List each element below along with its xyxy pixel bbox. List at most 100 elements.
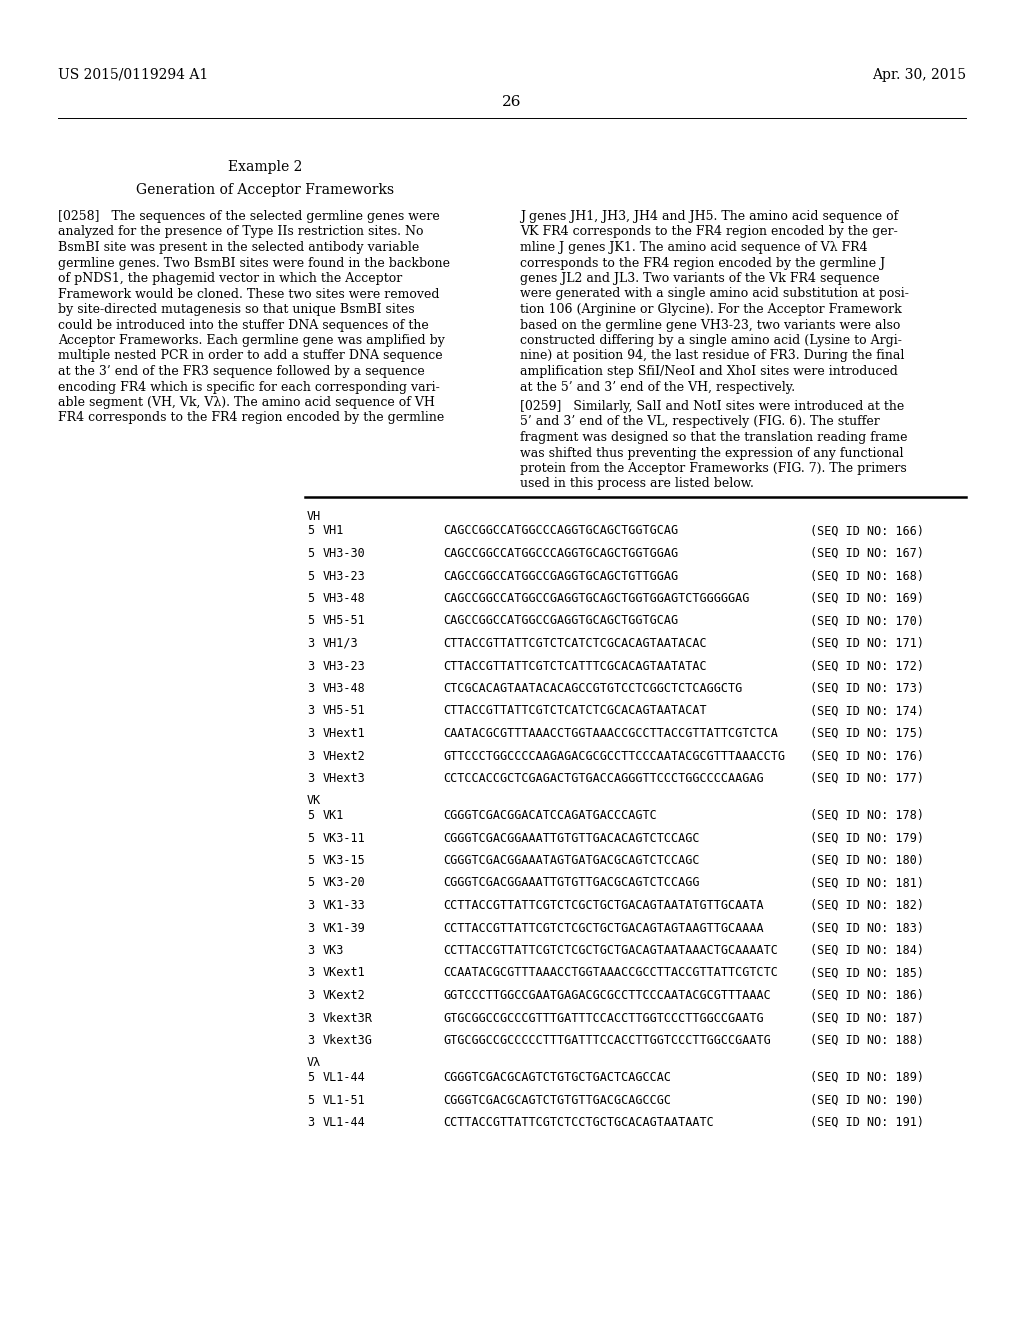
Text: (SEQ ID NO: 177): (SEQ ID NO: 177) bbox=[810, 772, 924, 785]
Text: CTTACCGTTATTCGTCTCATCTCGCACAGTAATACAT: CTTACCGTTATTCGTCTCATCTCGCACAGTAATACAT bbox=[443, 705, 707, 718]
Text: CGGGTCGACGCAGTCTGTGTTGACGCAGCCGC: CGGGTCGACGCAGTCTGTGTTGACGCAGCCGC bbox=[443, 1093, 671, 1106]
Text: VH1: VH1 bbox=[323, 524, 344, 537]
Text: VH3-48: VH3-48 bbox=[323, 682, 366, 696]
Text: VK3: VK3 bbox=[323, 944, 344, 957]
Text: VH3-23: VH3-23 bbox=[323, 660, 366, 672]
Text: VK: VK bbox=[307, 795, 322, 808]
Text: CTCGCACAGTAATACACAGCCGTGTCCTCGGCTCTCAGGCTG: CTCGCACAGTAATACACAGCCGTGTCCTCGGCTCTCAGGC… bbox=[443, 682, 742, 696]
Text: 5: 5 bbox=[307, 546, 314, 560]
Text: (SEQ ID NO: 185): (SEQ ID NO: 185) bbox=[810, 966, 924, 979]
Text: Vkext3R: Vkext3R bbox=[323, 1011, 373, 1024]
Text: 5: 5 bbox=[307, 1071, 314, 1084]
Text: (SEQ ID NO: 187): (SEQ ID NO: 187) bbox=[810, 1011, 924, 1024]
Text: 3: 3 bbox=[307, 1115, 314, 1129]
Text: by site-directed mutagenesis so that unique BsmBI sites: by site-directed mutagenesis so that uni… bbox=[58, 304, 415, 315]
Text: VK3-15: VK3-15 bbox=[323, 854, 366, 867]
Text: amplification step SfiI/NeoI and XhoI sites were introduced: amplification step SfiI/NeoI and XhoI si… bbox=[520, 366, 898, 378]
Text: CCTTACCGTTATTCGTCTCCTGCTGCACAGTAATAATC: CCTTACCGTTATTCGTCTCCTGCTGCACAGTAATAATC bbox=[443, 1115, 714, 1129]
Text: encoding FR4 which is specific for each corresponding vari-: encoding FR4 which is specific for each … bbox=[58, 380, 439, 393]
Text: CCTTACCGTTATTCGTCTCGCTGCTGACAGTAATAAACTGCAAAATC: CCTTACCGTTATTCGTCTCGCTGCTGACAGTAATAAACTG… bbox=[443, 944, 778, 957]
Text: CCAATACGCGTTTAAACCTGGTAAACCGCCTTACCGTTATTCGTCTC: CCAATACGCGTTTAAACCTGGTAAACCGCCTTACCGTTAT… bbox=[443, 966, 778, 979]
Text: CGGGTCGACGGAAATAGTGATGACGCAGTCTCCAGC: CGGGTCGACGGAAATAGTGATGACGCAGTCTCCAGC bbox=[443, 854, 699, 867]
Text: VKext2: VKext2 bbox=[323, 989, 366, 1002]
Text: GGTCCCTTGGCCGAATGAGACGCGCCTTCCCAATACGCGTTTAAAC: GGTCCCTTGGCCGAATGAGACGCGCCTTCCCAATACGCGT… bbox=[443, 989, 771, 1002]
Text: VL1-51: VL1-51 bbox=[323, 1093, 366, 1106]
Text: CTTACCGTTATTCGTCTCATTTCGCACAGTAATATAC: CTTACCGTTATTCGTCTCATTTCGCACAGTAATATAC bbox=[443, 660, 707, 672]
Text: [0258]   The sequences of the selected germline genes were: [0258] The sequences of the selected ger… bbox=[58, 210, 439, 223]
Text: VKext1: VKext1 bbox=[323, 966, 366, 979]
Text: GTTCCCTGGCCCCAAGAGACGCGCCTTCCCAATACGCGTTTAAACCTG: GTTCCCTGGCCCCAAGAGACGCGCCTTCCCAATACGCGTT… bbox=[443, 750, 785, 763]
Text: CCTCCACCGCTCGAGACTGTGACCAGGGTTCCCTGGCCCCAAGAG: CCTCCACCGCTCGAGACTGTGACCAGGGTTCCCTGGCCCC… bbox=[443, 772, 764, 785]
Text: 3: 3 bbox=[307, 899, 314, 912]
Text: VK3-20: VK3-20 bbox=[323, 876, 366, 890]
Text: 3: 3 bbox=[307, 989, 314, 1002]
Text: analyzed for the presence of Type IIs restriction sites. No: analyzed for the presence of Type IIs re… bbox=[58, 226, 424, 239]
Text: (SEQ ID NO: 189): (SEQ ID NO: 189) bbox=[810, 1071, 924, 1084]
Text: (SEQ ID NO: 182): (SEQ ID NO: 182) bbox=[810, 899, 924, 912]
Text: were generated with a single amino acid substitution at posi-: were generated with a single amino acid … bbox=[520, 288, 909, 301]
Text: CGGGTCGACGGACATCCAGATGACCCAGTC: CGGGTCGACGGACATCCAGATGACCCAGTC bbox=[443, 809, 656, 822]
Text: 5: 5 bbox=[307, 854, 314, 867]
Text: CCTTACCGTTATTCGTCTCGCTGCTGACAGTAGTAAGTTGCAAAA: CCTTACCGTTATTCGTCTCGCTGCTGACAGTAGTAAGTTG… bbox=[443, 921, 764, 935]
Text: CAATACGCGTTTAAACCTGGTAAACCGCCTTACCGTTATTCGTCTCA: CAATACGCGTTTAAACCTGGTAAACCGCCTTACCGTTATT… bbox=[443, 727, 778, 741]
Text: Apr. 30, 2015: Apr. 30, 2015 bbox=[871, 69, 966, 82]
Text: VH: VH bbox=[307, 510, 322, 523]
Text: Example 2: Example 2 bbox=[227, 160, 302, 174]
Text: CAGCCGGCCATGGCCCAGGTGCAGCTGGTGCAG: CAGCCGGCCATGGCCCAGGTGCAGCTGGTGCAG bbox=[443, 524, 678, 537]
Text: 5’ and 3’ end of the VL, respectively (FIG. 6). The stuffer: 5’ and 3’ end of the VL, respectively (F… bbox=[520, 416, 880, 429]
Text: protein from the Acceptor Frameworks (FIG. 7). The primers: protein from the Acceptor Frameworks (FI… bbox=[520, 462, 906, 475]
Text: VH5-51: VH5-51 bbox=[323, 705, 366, 718]
Text: Vkext3G: Vkext3G bbox=[323, 1034, 373, 1047]
Text: VH3-30: VH3-30 bbox=[323, 546, 366, 560]
Text: VH5-51: VH5-51 bbox=[323, 615, 366, 627]
Text: FR4 corresponds to the FR4 region encoded by the germline: FR4 corresponds to the FR4 region encode… bbox=[58, 412, 444, 425]
Text: VK1-33: VK1-33 bbox=[323, 899, 366, 912]
Text: tion 106 (Arginine or Glycine). For the Acceptor Framework: tion 106 (Arginine or Glycine). For the … bbox=[520, 304, 902, 315]
Text: (SEQ ID NO: 186): (SEQ ID NO: 186) bbox=[810, 989, 924, 1002]
Text: GTGCGGCCGCCCCCTTTGATTTCCACCTTGGTCCCTTGGCCGAATG: GTGCGGCCGCCCCCTTTGATTTCCACCTTGGTCCCTTGGC… bbox=[443, 1034, 771, 1047]
Text: GTGCGGCCGCCCGTTTGATTTCCACCTTGGTCCCTTGGCCGAATG: GTGCGGCCGCCCGTTTGATTTCCACCTTGGTCCCTTGGCC… bbox=[443, 1011, 764, 1024]
Text: 3: 3 bbox=[307, 660, 314, 672]
Text: used in this process are listed below.: used in this process are listed below. bbox=[520, 478, 754, 491]
Text: (SEQ ID NO: 174): (SEQ ID NO: 174) bbox=[810, 705, 924, 718]
Text: VK3-11: VK3-11 bbox=[323, 832, 366, 845]
Text: 3: 3 bbox=[307, 638, 314, 649]
Text: able segment (VH, Vk, Vλ). The amino acid sequence of VH: able segment (VH, Vk, Vλ). The amino aci… bbox=[58, 396, 435, 409]
Text: based on the germline gene VH3-23, two variants were also: based on the germline gene VH3-23, two v… bbox=[520, 318, 900, 331]
Text: 5: 5 bbox=[307, 615, 314, 627]
Text: genes JL2 and JL3. Two variants of the Vk FR4 sequence: genes JL2 and JL3. Two variants of the V… bbox=[520, 272, 880, 285]
Text: (SEQ ID NO: 175): (SEQ ID NO: 175) bbox=[810, 727, 924, 741]
Text: (SEQ ID NO: 176): (SEQ ID NO: 176) bbox=[810, 750, 924, 763]
Text: J genes JH1, JH3, JH4 and JH5. The amino acid sequence of: J genes JH1, JH3, JH4 and JH5. The amino… bbox=[520, 210, 898, 223]
Text: 3: 3 bbox=[307, 727, 314, 741]
Text: 3: 3 bbox=[307, 944, 314, 957]
Text: [0259]   Similarly, SalI and NotI sites were introduced at the: [0259] Similarly, SalI and NotI sites we… bbox=[520, 400, 904, 413]
Text: could be introduced into the stuffer DNA sequences of the: could be introduced into the stuffer DNA… bbox=[58, 318, 429, 331]
Text: (SEQ ID NO: 180): (SEQ ID NO: 180) bbox=[810, 854, 924, 867]
Text: Acceptor Frameworks. Each germline gene was amplified by: Acceptor Frameworks. Each germline gene … bbox=[58, 334, 444, 347]
Text: 5: 5 bbox=[307, 809, 314, 822]
Text: 5: 5 bbox=[307, 876, 314, 890]
Text: CTTACCGTTATTCGTCTCATCTCGCACAGTAATACAC: CTTACCGTTATTCGTCTCATCTCGCACAGTAATACAC bbox=[443, 638, 707, 649]
Text: 3: 3 bbox=[307, 772, 314, 785]
Text: multiple nested PCR in order to add a stuffer DNA sequence: multiple nested PCR in order to add a st… bbox=[58, 350, 442, 363]
Text: mline J genes JK1. The amino acid sequence of Vλ FR4: mline J genes JK1. The amino acid sequen… bbox=[520, 242, 867, 253]
Text: CAGCCGGCCATGGCCGAGGTGCAGCTGGTGGAGTCTGGGGGAG: CAGCCGGCCATGGCCGAGGTGCAGCTGGTGGAGTCTGGGG… bbox=[443, 591, 750, 605]
Text: nine) at position 94, the last residue of FR3. During the final: nine) at position 94, the last residue o… bbox=[520, 350, 904, 363]
Text: Vλ: Vλ bbox=[307, 1056, 322, 1069]
Text: VHext1: VHext1 bbox=[323, 727, 366, 741]
Text: of pNDS1, the phagemid vector in which the Acceptor: of pNDS1, the phagemid vector in which t… bbox=[58, 272, 402, 285]
Text: at the 3’ end of the FR3 sequence followed by a sequence: at the 3’ end of the FR3 sequence follow… bbox=[58, 366, 425, 378]
Text: germline genes. Two BsmBI sites were found in the backbone: germline genes. Two BsmBI sites were fou… bbox=[58, 256, 450, 269]
Text: CCTTACCGTTATTCGTCTCGCTGCTGACAGTAATATGTTGCAATA: CCTTACCGTTATTCGTCTCGCTGCTGACAGTAATATGTTG… bbox=[443, 899, 764, 912]
Text: (SEQ ID NO: 167): (SEQ ID NO: 167) bbox=[810, 546, 924, 560]
Text: 3: 3 bbox=[307, 1034, 314, 1047]
Text: (SEQ ID NO: 179): (SEQ ID NO: 179) bbox=[810, 832, 924, 845]
Text: 5: 5 bbox=[307, 569, 314, 582]
Text: (SEQ ID NO: 166): (SEQ ID NO: 166) bbox=[810, 524, 924, 537]
Text: 3: 3 bbox=[307, 705, 314, 718]
Text: VH3-48: VH3-48 bbox=[323, 591, 366, 605]
Text: 3: 3 bbox=[307, 1011, 314, 1024]
Text: (SEQ ID NO: 178): (SEQ ID NO: 178) bbox=[810, 809, 924, 822]
Text: VH3-23: VH3-23 bbox=[323, 569, 366, 582]
